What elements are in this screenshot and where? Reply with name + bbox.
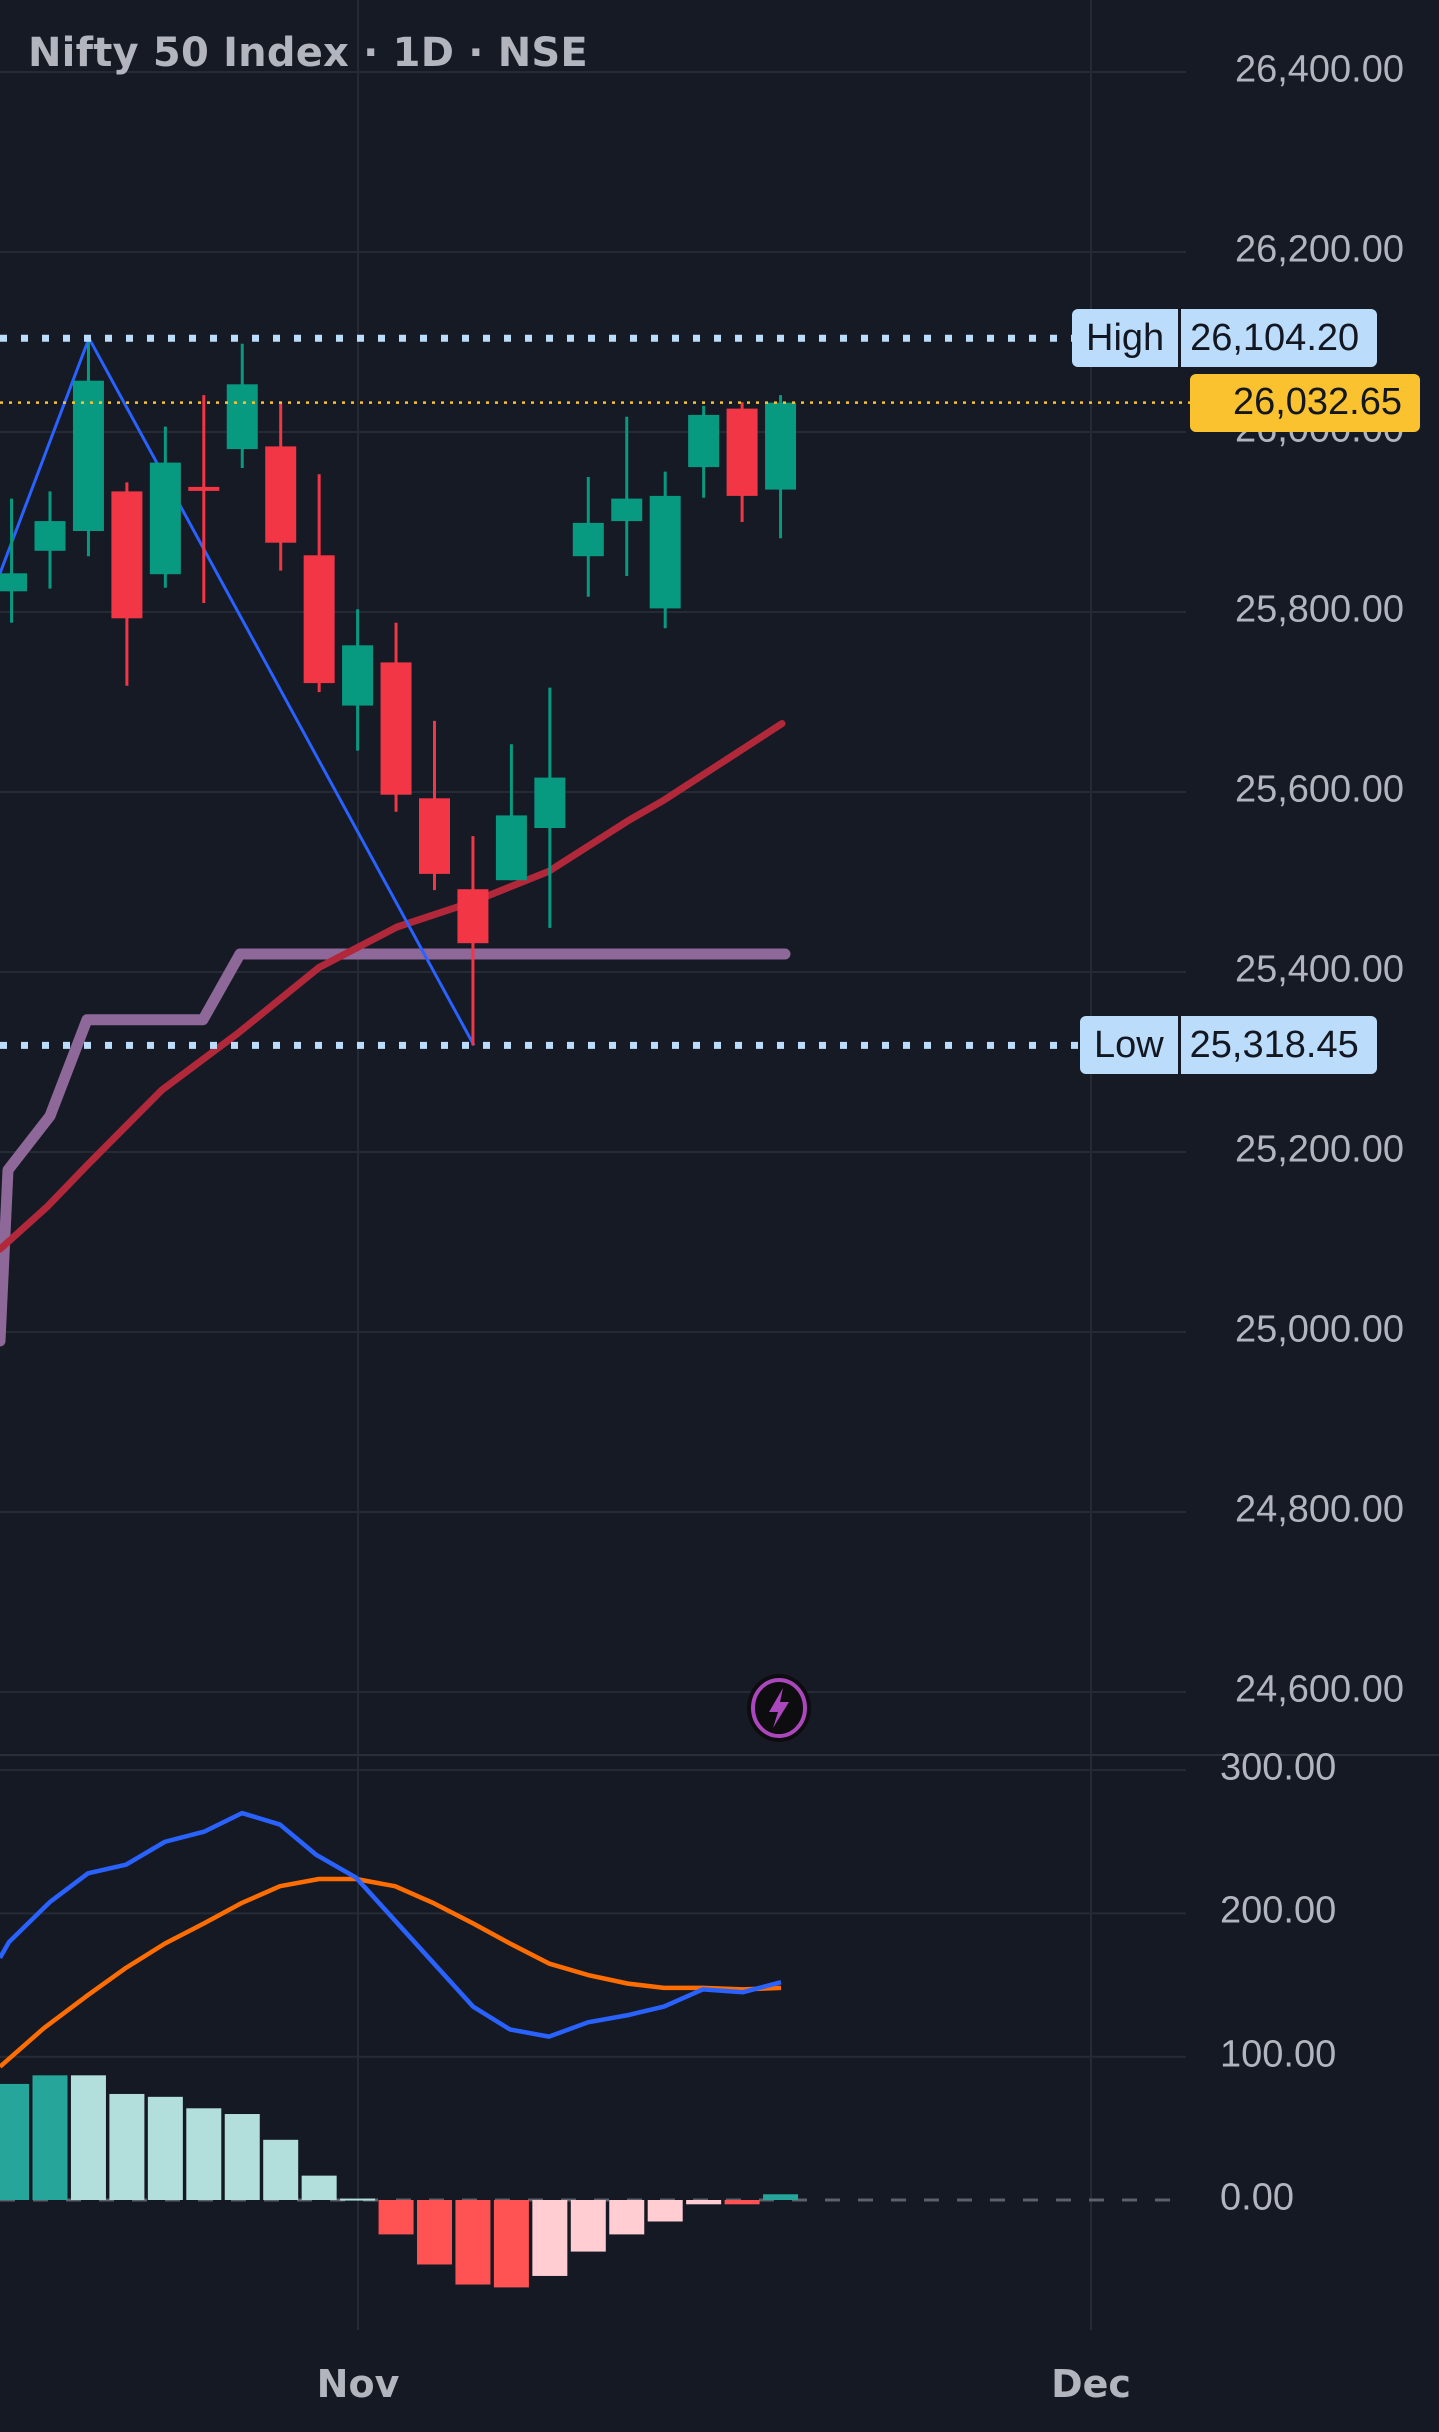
macd-histogram-bar bbox=[647, 2200, 683, 2222]
price-axis-tick: 25,400.00 bbox=[1234, 948, 1404, 991]
macd-histogram-bar bbox=[70, 2075, 106, 2200]
low-label: Low bbox=[1080, 1016, 1178, 1075]
candle[interactable] bbox=[72, 341, 104, 557]
candle[interactable] bbox=[495, 744, 527, 881]
price-axis-tick: 25,000.00 bbox=[1234, 1308, 1404, 1351]
macd-histogram-bar bbox=[147, 2096, 183, 2200]
macd-histogram-bar bbox=[532, 2200, 568, 2276]
candle[interactable] bbox=[765, 395, 797, 539]
price-axis-tick: 26,200.00 bbox=[1234, 228, 1404, 271]
candle[interactable] bbox=[303, 474, 335, 693]
candle[interactable] bbox=[380, 622, 412, 812]
price-axis-tick: 25,200.00 bbox=[1234, 1128, 1404, 1171]
candle[interactable] bbox=[188, 395, 220, 603]
price-axis-tick: 26,400.00 bbox=[1234, 48, 1404, 91]
macd-histogram-bar bbox=[32, 2075, 68, 2200]
macd-histogram-bar bbox=[609, 2200, 645, 2235]
macd-histogram-bar bbox=[455, 2200, 491, 2285]
macd-pane[interactable] bbox=[0, 1810, 799, 2288]
macd-histogram-bar bbox=[263, 2139, 299, 2200]
high-label: High bbox=[1072, 309, 1179, 368]
high-marker-tag: High 26,104.20 bbox=[1072, 309, 1378, 368]
candle[interactable] bbox=[688, 405, 720, 498]
last-price-tag: 26,032.65 bbox=[1190, 373, 1420, 432]
candle[interactable] bbox=[342, 609, 374, 751]
low-value: 25,318.45 bbox=[1180, 1016, 1377, 1075]
candle[interactable] bbox=[34, 491, 66, 589]
lightning-bolt-icon[interactable] bbox=[745, 1672, 813, 1744]
candle[interactable] bbox=[111, 482, 143, 686]
macd-histogram-bar bbox=[0, 2083, 30, 2200]
candle[interactable] bbox=[0, 498, 28, 623]
candle[interactable] bbox=[534, 687, 566, 928]
candle[interactable] bbox=[265, 403, 297, 571]
candle[interactable] bbox=[226, 343, 258, 468]
macd-histogram-bar bbox=[724, 2200, 760, 2205]
candle[interactable] bbox=[149, 426, 181, 588]
high-low-lines bbox=[0, 334, 1190, 1049]
candle[interactable] bbox=[726, 402, 758, 522]
macd-histogram-bar bbox=[686, 2200, 722, 2205]
high-value: 26,104.20 bbox=[1181, 309, 1378, 368]
macd-histogram-bar bbox=[186, 2108, 222, 2200]
candle[interactable] bbox=[649, 471, 681, 629]
macd-histogram-bar bbox=[763, 2194, 799, 2200]
price-axis-tick: 25,800.00 bbox=[1234, 588, 1404, 631]
candle[interactable] bbox=[457, 836, 489, 1046]
candle[interactable] bbox=[419, 720, 450, 891]
candle[interactable] bbox=[611, 416, 643, 576]
time-axis-label: Nov bbox=[316, 2362, 400, 2406]
price-axis-tick: 24,600.00 bbox=[1234, 1668, 1404, 1711]
macd-histogram-bar bbox=[109, 2093, 145, 2200]
time-axis-label: Dec bbox=[1051, 2362, 1131, 2406]
low-marker-tag: Low 25,318.45 bbox=[1080, 1016, 1377, 1075]
candlestick-series[interactable] bbox=[0, 341, 797, 1046]
macd-histogram-bar bbox=[493, 2200, 529, 2288]
macd-axis-tick: 200.00 bbox=[1220, 1889, 1337, 1932]
price-axis-tick: 24,800.00 bbox=[1234, 1488, 1404, 1531]
macd-histogram-bar bbox=[224, 2114, 260, 2200]
macd-axis-tick: 100.00 bbox=[1220, 2033, 1337, 2076]
macd-axis-tick: 0.00 bbox=[1220, 2176, 1294, 2219]
macd-axis-tick: 300.00 bbox=[1220, 1746, 1337, 1789]
candle[interactable] bbox=[572, 477, 604, 597]
macd-histogram-bar bbox=[340, 2198, 376, 2201]
price-axis-tick: 25,600.00 bbox=[1234, 768, 1404, 811]
chart-title[interactable]: Nifty 50 Index · 1D · NSE bbox=[28, 30, 588, 76]
macd-histogram-bar bbox=[378, 2200, 414, 2235]
macd-histogram-bar bbox=[417, 2200, 452, 2265]
macd-histogram-bar bbox=[301, 2175, 337, 2200]
macd-histogram-bar bbox=[570, 2200, 606, 2252]
